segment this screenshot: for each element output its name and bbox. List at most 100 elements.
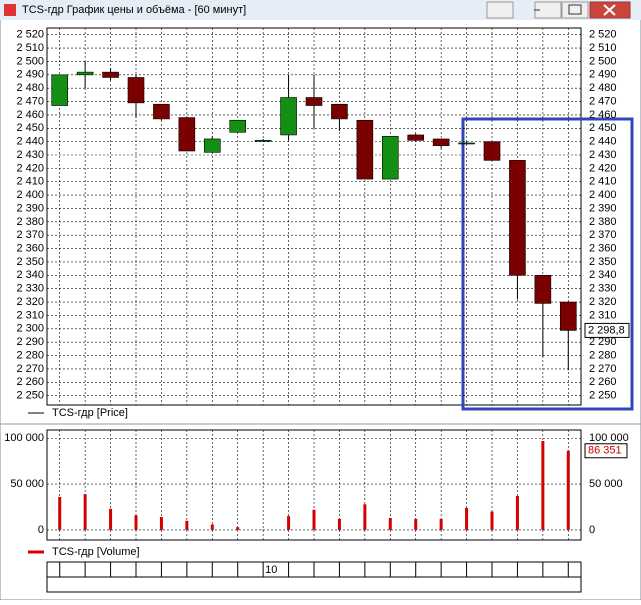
y-tick-label: 2 390 [16, 202, 44, 214]
y-tick-label: 2 250 [16, 390, 44, 402]
y-tick-label-right: 2 280 [589, 349, 617, 361]
candle-body [230, 120, 246, 132]
volume-bar [313, 510, 316, 530]
window-title: TCS-гдр График цены и объёма - [60 минут… [22, 4, 246, 16]
y-tick-label: 2 380 [16, 216, 44, 228]
y-tick-label: 2 430 [16, 149, 44, 161]
y-tick-label-right: 0 [589, 524, 595, 536]
volume-bar [338, 519, 341, 530]
volume-bar [389, 518, 392, 530]
y-tick-label: 2 520 [16, 29, 44, 41]
candle-body [357, 120, 373, 179]
volume-bar [465, 508, 468, 530]
y-tick-label: 2 320 [16, 296, 44, 308]
y-tick-label-right: 2 370 [589, 229, 617, 241]
volume-bar [567, 451, 570, 530]
y-tick-label: 2 290 [16, 336, 44, 348]
volume-bar [287, 516, 290, 530]
volume-bar [414, 519, 417, 530]
pin-button[interactable] [487, 2, 513, 18]
y-tick-label-right: 2 440 [589, 136, 617, 148]
y-tick-label-right: 2 260 [589, 376, 617, 388]
y-tick-label: 2 370 [16, 229, 44, 241]
y-tick-label: 2 410 [16, 176, 44, 188]
y-tick-label: 2 260 [16, 376, 44, 388]
y-tick-label-right: 2 510 [589, 42, 617, 54]
y-tick-label: 2 500 [16, 55, 44, 67]
y-tick-label: 2 360 [16, 242, 44, 254]
y-tick-label-right: 2 340 [589, 269, 617, 281]
candle-body [128, 77, 144, 102]
candle-body [408, 135, 424, 140]
y-tick-label-right: 2 350 [589, 256, 617, 268]
y-tick-label: 2 400 [16, 189, 44, 201]
candle-body [204, 139, 220, 152]
last-volume-label: 86 351 [588, 445, 622, 457]
y-tick-label: 2 420 [16, 162, 44, 174]
candle-body [306, 98, 322, 106]
y-tick-label: 2 490 [16, 69, 44, 81]
legend-label: TCS-гдр [Volume] [52, 546, 140, 558]
candle-body [459, 143, 475, 144]
candle-body [255, 140, 271, 141]
x-tick-label: 10 [265, 564, 277, 576]
legend-label: TCS-гдр [Price] [52, 407, 128, 419]
y-tick-label-right: 2 450 [589, 122, 617, 134]
y-tick-label-right: 2 460 [589, 109, 617, 121]
candle-body [560, 302, 576, 330]
y-tick-label: 2 270 [16, 363, 44, 375]
y-tick-label-right: 2 310 [589, 309, 617, 321]
volume-bar [109, 509, 112, 530]
candle-body [509, 160, 525, 275]
y-tick-label-right: 2 480 [589, 82, 617, 94]
y-tick-label: 2 450 [16, 122, 44, 134]
volume-bar [160, 517, 163, 530]
volume-bar [211, 524, 214, 530]
y-tick-label: 2 440 [16, 136, 44, 148]
volume-bar [541, 441, 544, 530]
y-tick-label: 2 280 [16, 349, 44, 361]
candle-body [103, 72, 119, 77]
y-tick-label: 2 350 [16, 256, 44, 268]
candle-body [153, 104, 169, 119]
y-tick-label-right: 2 430 [589, 149, 617, 161]
y-tick-label: 2 510 [16, 42, 44, 54]
y-tick-label-right: 2 400 [589, 189, 617, 201]
y-tick-label-right: 2 320 [589, 296, 617, 308]
y-tick-label: 2 480 [16, 82, 44, 94]
y-tick-label: 2 470 [16, 95, 44, 107]
candle-body [77, 72, 93, 75]
candle-body [433, 139, 449, 146]
y-tick-label-right: 2 520 [589, 29, 617, 41]
y-tick-label-right: 2 390 [589, 202, 617, 214]
maximize-button[interactable] [562, 2, 588, 18]
candle-body [484, 142, 500, 161]
y-tick-label-right: 2 470 [589, 95, 617, 107]
candle-body [52, 75, 68, 106]
volume-bar [135, 515, 138, 530]
candle-body [331, 104, 347, 119]
y-tick-label-right: 100 000 [589, 432, 629, 444]
y-tick-label-right: 50 000 [589, 478, 623, 490]
y-tick-label-right: 2 330 [589, 283, 617, 295]
y-tick-label: 2 460 [16, 109, 44, 121]
volume-bar [363, 504, 366, 530]
volume-bar [440, 519, 443, 530]
volume-bar [236, 527, 239, 530]
y-tick-label: 2 340 [16, 269, 44, 281]
y-tick-label: 100 000 [4, 432, 44, 444]
app-icon [4, 4, 16, 16]
y-tick-label: 50 000 [10, 478, 44, 490]
volume-bar [58, 497, 61, 530]
y-tick-label-right: 2 490 [589, 69, 617, 81]
volume-bar [84, 494, 87, 530]
y-tick-label: 2 330 [16, 283, 44, 295]
y-tick-label-right: 2 380 [589, 216, 617, 228]
volume-bar [491, 512, 494, 530]
candle-body [281, 98, 297, 135]
volume-bar [516, 496, 519, 530]
y-tick-label-right: 2 500 [589, 55, 617, 67]
y-tick-label-right: 2 420 [589, 162, 617, 174]
y-tick-label-right: 2 360 [589, 242, 617, 254]
